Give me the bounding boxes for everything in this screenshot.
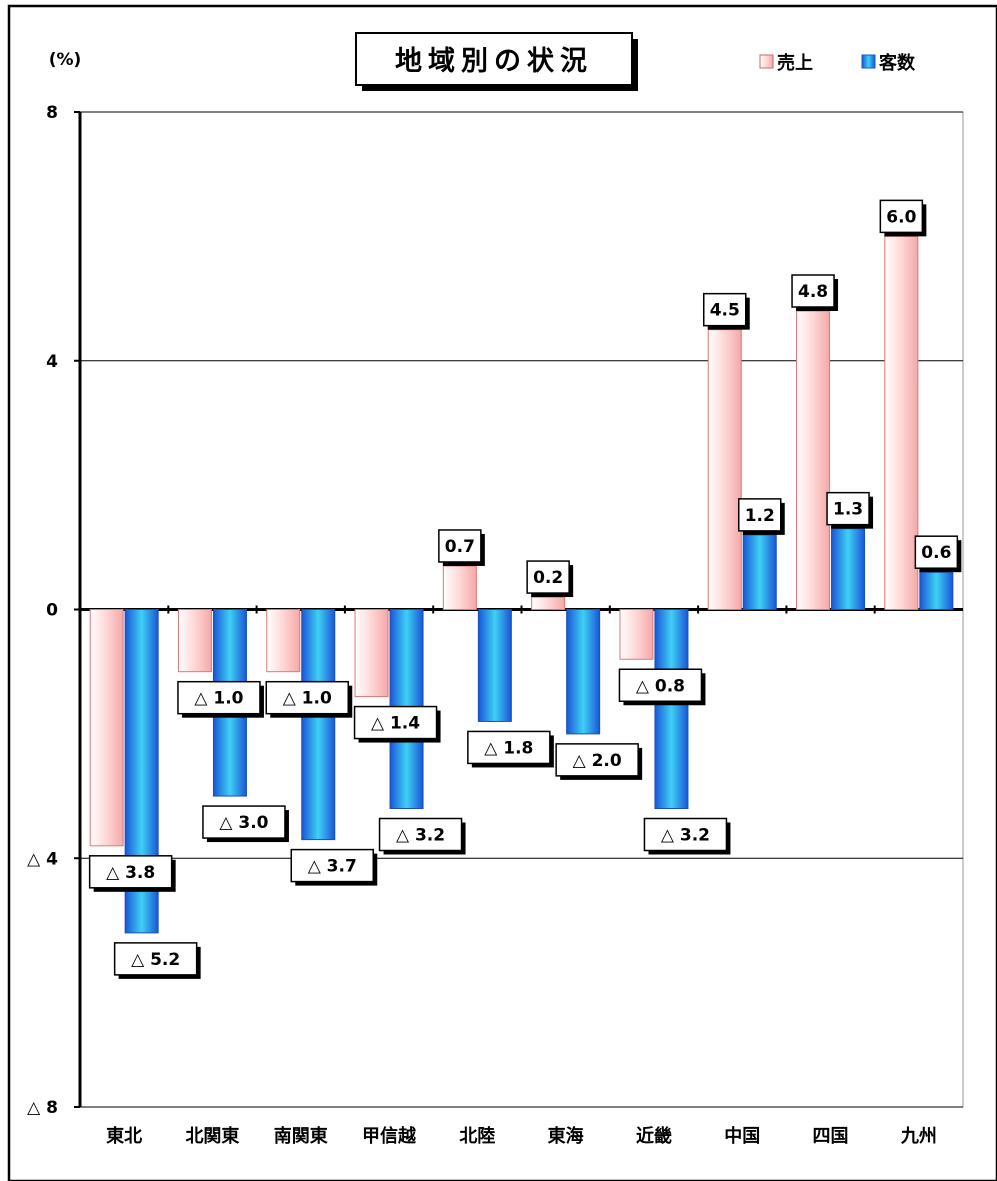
- legend-swatch-customers: [861, 54, 876, 69]
- data-label-customers: △ 1.8: [467, 730, 554, 768]
- legend-swatch-sales: [759, 54, 774, 69]
- data-label-customers: △ 3.7: [290, 848, 378, 886]
- category-label: 東海: [548, 1125, 584, 1147]
- data-label-sales: 6.0: [879, 199, 927, 237]
- data-label-sales: △ 0.8: [618, 668, 706, 706]
- bar-sales: [442, 565, 477, 610]
- svg-text:0.2: 0.2: [533, 568, 563, 588]
- svg-text:1.2: 1.2: [745, 506, 775, 526]
- data-label-sales: △ 1.4: [353, 705, 441, 743]
- bar-customers: [742, 534, 777, 610]
- svg-text:0.7: 0.7: [445, 537, 475, 557]
- bar-sales: [354, 609, 389, 698]
- data-label-sales: △ 1.0: [265, 680, 353, 718]
- svg-text:4.5: 4.5: [710, 301, 740, 321]
- y-tick-label: 8: [46, 103, 58, 123]
- y-tick-label: △ 8: [27, 1098, 58, 1118]
- data-label-customers: △ 5.2: [113, 942, 201, 979]
- category-label: 南関東: [274, 1125, 328, 1147]
- svg-text:△ 0.8: △ 0.8: [636, 676, 685, 696]
- svg-text:△ 3.7: △ 3.7: [308, 857, 357, 877]
- bar-sales: [796, 310, 831, 610]
- chart-title-text: 地域別の状況: [395, 46, 593, 77]
- y-tick-label: △ 4: [27, 849, 58, 869]
- legend-label-customers: 客数: [879, 52, 916, 74]
- data-label-customers: 0.6: [914, 535, 962, 573]
- plot-area: 8 4 0 △ 4 △ 8 東北 北関東 南関東 甲信越 北陸 東海 近畿 中国 四国 九州 △ 3.8 △ 5…: [27, 103, 964, 1147]
- bar-sales: [531, 596, 566, 610]
- svg-text:0.6: 0.6: [921, 543, 951, 563]
- svg-text:△ 5.2: △ 5.2: [131, 950, 180, 970]
- bar-customers: [919, 571, 954, 610]
- category-label: 北陸: [459, 1125, 495, 1147]
- data-label-customers: △ 3.2: [378, 817, 466, 855]
- svg-text:△ 3.2: △ 3.2: [661, 826, 710, 846]
- category-label: 九州: [900, 1126, 937, 1147]
- data-label-customers: △ 3.0: [202, 805, 289, 843]
- data-label-customers: 1.2: [738, 498, 785, 535]
- legend-label-sales: 売上: [777, 52, 813, 74]
- legend: 売上 客数: [759, 52, 916, 74]
- svg-text:△ 3.8: △ 3.8: [106, 863, 155, 883]
- svg-text:△ 1.0: △ 1.0: [194, 689, 243, 709]
- category-label: 四国: [813, 1126, 849, 1147]
- category-label: 近畿: [636, 1125, 672, 1147]
- chart-border: [7, 4, 997, 1181]
- data-label-customers: 1.3: [826, 491, 874, 529]
- data-label-sales: 0.2: [526, 560, 574, 598]
- svg-text:4.8: 4.8: [798, 282, 828, 302]
- category-label: 北関東: [185, 1125, 239, 1147]
- data-label-customers: △ 2.0: [555, 743, 643, 780]
- y-tick-label: 0: [46, 601, 58, 621]
- chart-title: 地域別の状況: [355, 32, 638, 91]
- svg-text:△ 2.0: △ 2.0: [573, 751, 622, 771]
- bar-sales: [89, 609, 124, 847]
- bar-customers: [477, 609, 512, 722]
- bar-sales: [266, 609, 301, 673]
- data-label-sales: △ 3.8: [88, 855, 176, 892]
- data-label-customers: △ 3.2: [643, 817, 731, 855]
- data-label-sales: 0.7: [438, 529, 485, 566]
- svg-text:△ 1.0: △ 1.0: [283, 689, 332, 709]
- svg-text:△ 3.2: △ 3.2: [396, 826, 445, 846]
- bar-customers: [301, 609, 336, 841]
- svg-text:△ 1.4: △ 1.4: [371, 714, 420, 734]
- bar-sales: [177, 609, 212, 673]
- y-tick-label: 4: [46, 352, 58, 372]
- y-axis-unit: (%): [49, 50, 82, 70]
- category-label: 中国: [724, 1125, 760, 1147]
- data-label-sales: 4.8: [791, 274, 839, 311]
- bar-customers: [566, 609, 601, 735]
- svg-text:△ 3.0: △ 3.0: [219, 813, 268, 833]
- category-label: 東北: [106, 1125, 142, 1147]
- bar-sales: [707, 329, 742, 610]
- svg-text:1.3: 1.3: [833, 500, 863, 520]
- bar-customers: [831, 528, 866, 610]
- bar-customers: [654, 609, 689, 809]
- svg-text:6.0: 6.0: [886, 207, 916, 227]
- bar-sales: [619, 609, 654, 660]
- svg-text:△ 1.8: △ 1.8: [484, 738, 533, 758]
- data-label-sales: △ 1.0: [177, 680, 264, 718]
- bar-sales: [884, 235, 919, 610]
- data-label-sales: 4.5: [703, 292, 750, 330]
- category-label: 甲信越: [362, 1125, 417, 1147]
